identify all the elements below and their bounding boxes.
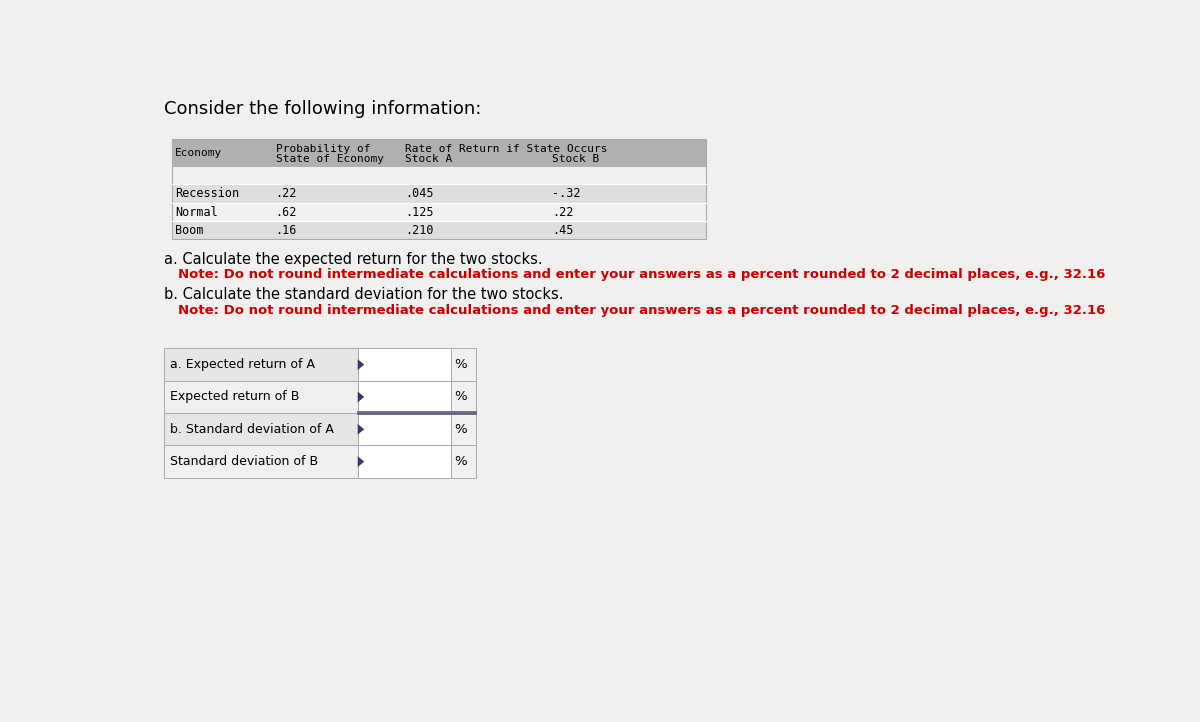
Text: Note: Do not round intermediate calculations and enter your answers as a percent: Note: Do not round intermediate calculat… [178,268,1105,281]
Bar [451,445,475,478]
Bar [164,413,358,445]
Text: b. Calculate the standard deviation for the two stocks.: b. Calculate the standard deviation for … [164,287,564,302]
Text: State of Economy: State of Economy [276,155,384,165]
Polygon shape [358,424,365,435]
Polygon shape [358,360,365,370]
Text: Stock A: Stock A [404,155,452,165]
Text: .16: .16 [276,224,296,237]
Text: b. Standard deviation of A: b. Standard deviation of A [170,423,334,436]
Bar [358,349,451,380]
Text: a. Expected return of A: a. Expected return of A [170,358,316,371]
Text: .125: .125 [404,206,433,219]
Text: .22: .22 [276,187,296,200]
Text: Probability of: Probability of [276,144,370,154]
Text: %: % [454,423,467,436]
Text: .22: .22 [552,206,574,219]
Bar [172,184,707,203]
Text: Note: Do not round intermediate calculations and enter your answers as a percent: Note: Do not round intermediate calculat… [178,304,1105,317]
Bar [164,380,358,413]
Bar [451,413,475,445]
Bar [164,445,358,478]
Text: Recession: Recession [175,187,239,200]
Bar [451,380,475,413]
Bar [172,222,707,239]
Text: .62: .62 [276,206,296,219]
Bar [358,413,451,445]
Text: Boom: Boom [175,224,203,237]
Text: .045: .045 [404,187,433,200]
Text: Expected return of B: Expected return of B [170,391,300,404]
Text: Stock B: Stock B [552,155,600,165]
Text: -.32: -.32 [552,187,581,200]
Text: %: % [454,391,467,404]
Text: .45: .45 [552,224,574,237]
Text: a. Calculate the expected return for the two stocks.: a. Calculate the expected return for the… [164,252,542,267]
Text: Economy: Economy [175,148,222,158]
Text: Standard deviation of B: Standard deviation of B [170,455,318,468]
Bar [451,349,475,380]
Bar [358,445,451,478]
Text: Normal: Normal [175,206,217,219]
Bar [164,349,358,380]
Polygon shape [358,456,365,467]
Text: Rate of Return if State Occurs: Rate of Return if State Occurs [404,144,607,154]
Text: .210: .210 [404,224,433,237]
Polygon shape [358,391,365,402]
Bar [172,139,707,168]
Text: Consider the following information:: Consider the following information: [164,100,481,118]
Bar [172,203,707,222]
Text: %: % [454,455,467,468]
Bar [358,380,451,413]
Text: %: % [454,358,467,371]
